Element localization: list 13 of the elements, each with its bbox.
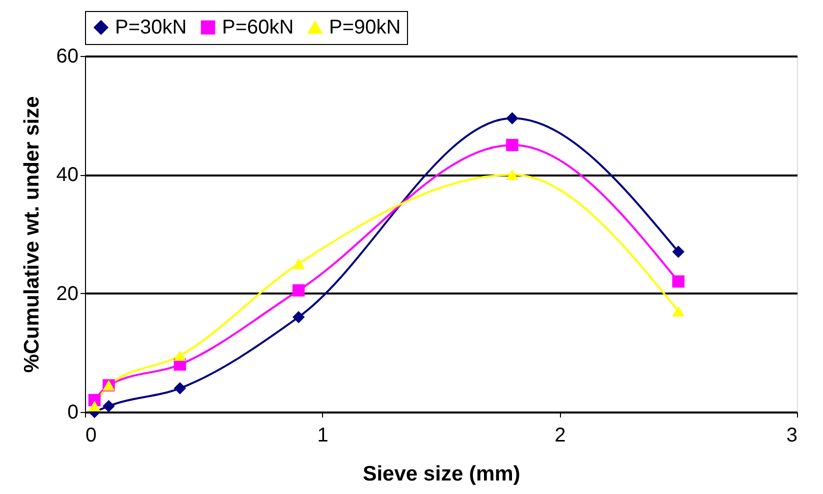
y-axis-title: %Cumulative wt. under size [20, 96, 44, 373]
y-tick-label: 40 [56, 164, 78, 186]
x-tick-label: 2 [554, 424, 566, 446]
y-tick-label: 0 [67, 402, 78, 424]
legend-label: P=90kN [329, 16, 401, 38]
x-tick-label: 1 [317, 424, 328, 446]
x-tick-label: 0 [86, 424, 97, 446]
x-axis-title: Sieve size (mm) [362, 462, 520, 486]
legend-label: P=30kN [115, 16, 187, 38]
legend-label: P=60kN [222, 16, 294, 38]
y-tick-label: 60 [56, 46, 78, 68]
y-tick-label: 20 [56, 282, 78, 305]
x-tick-label: 3 [786, 424, 798, 446]
